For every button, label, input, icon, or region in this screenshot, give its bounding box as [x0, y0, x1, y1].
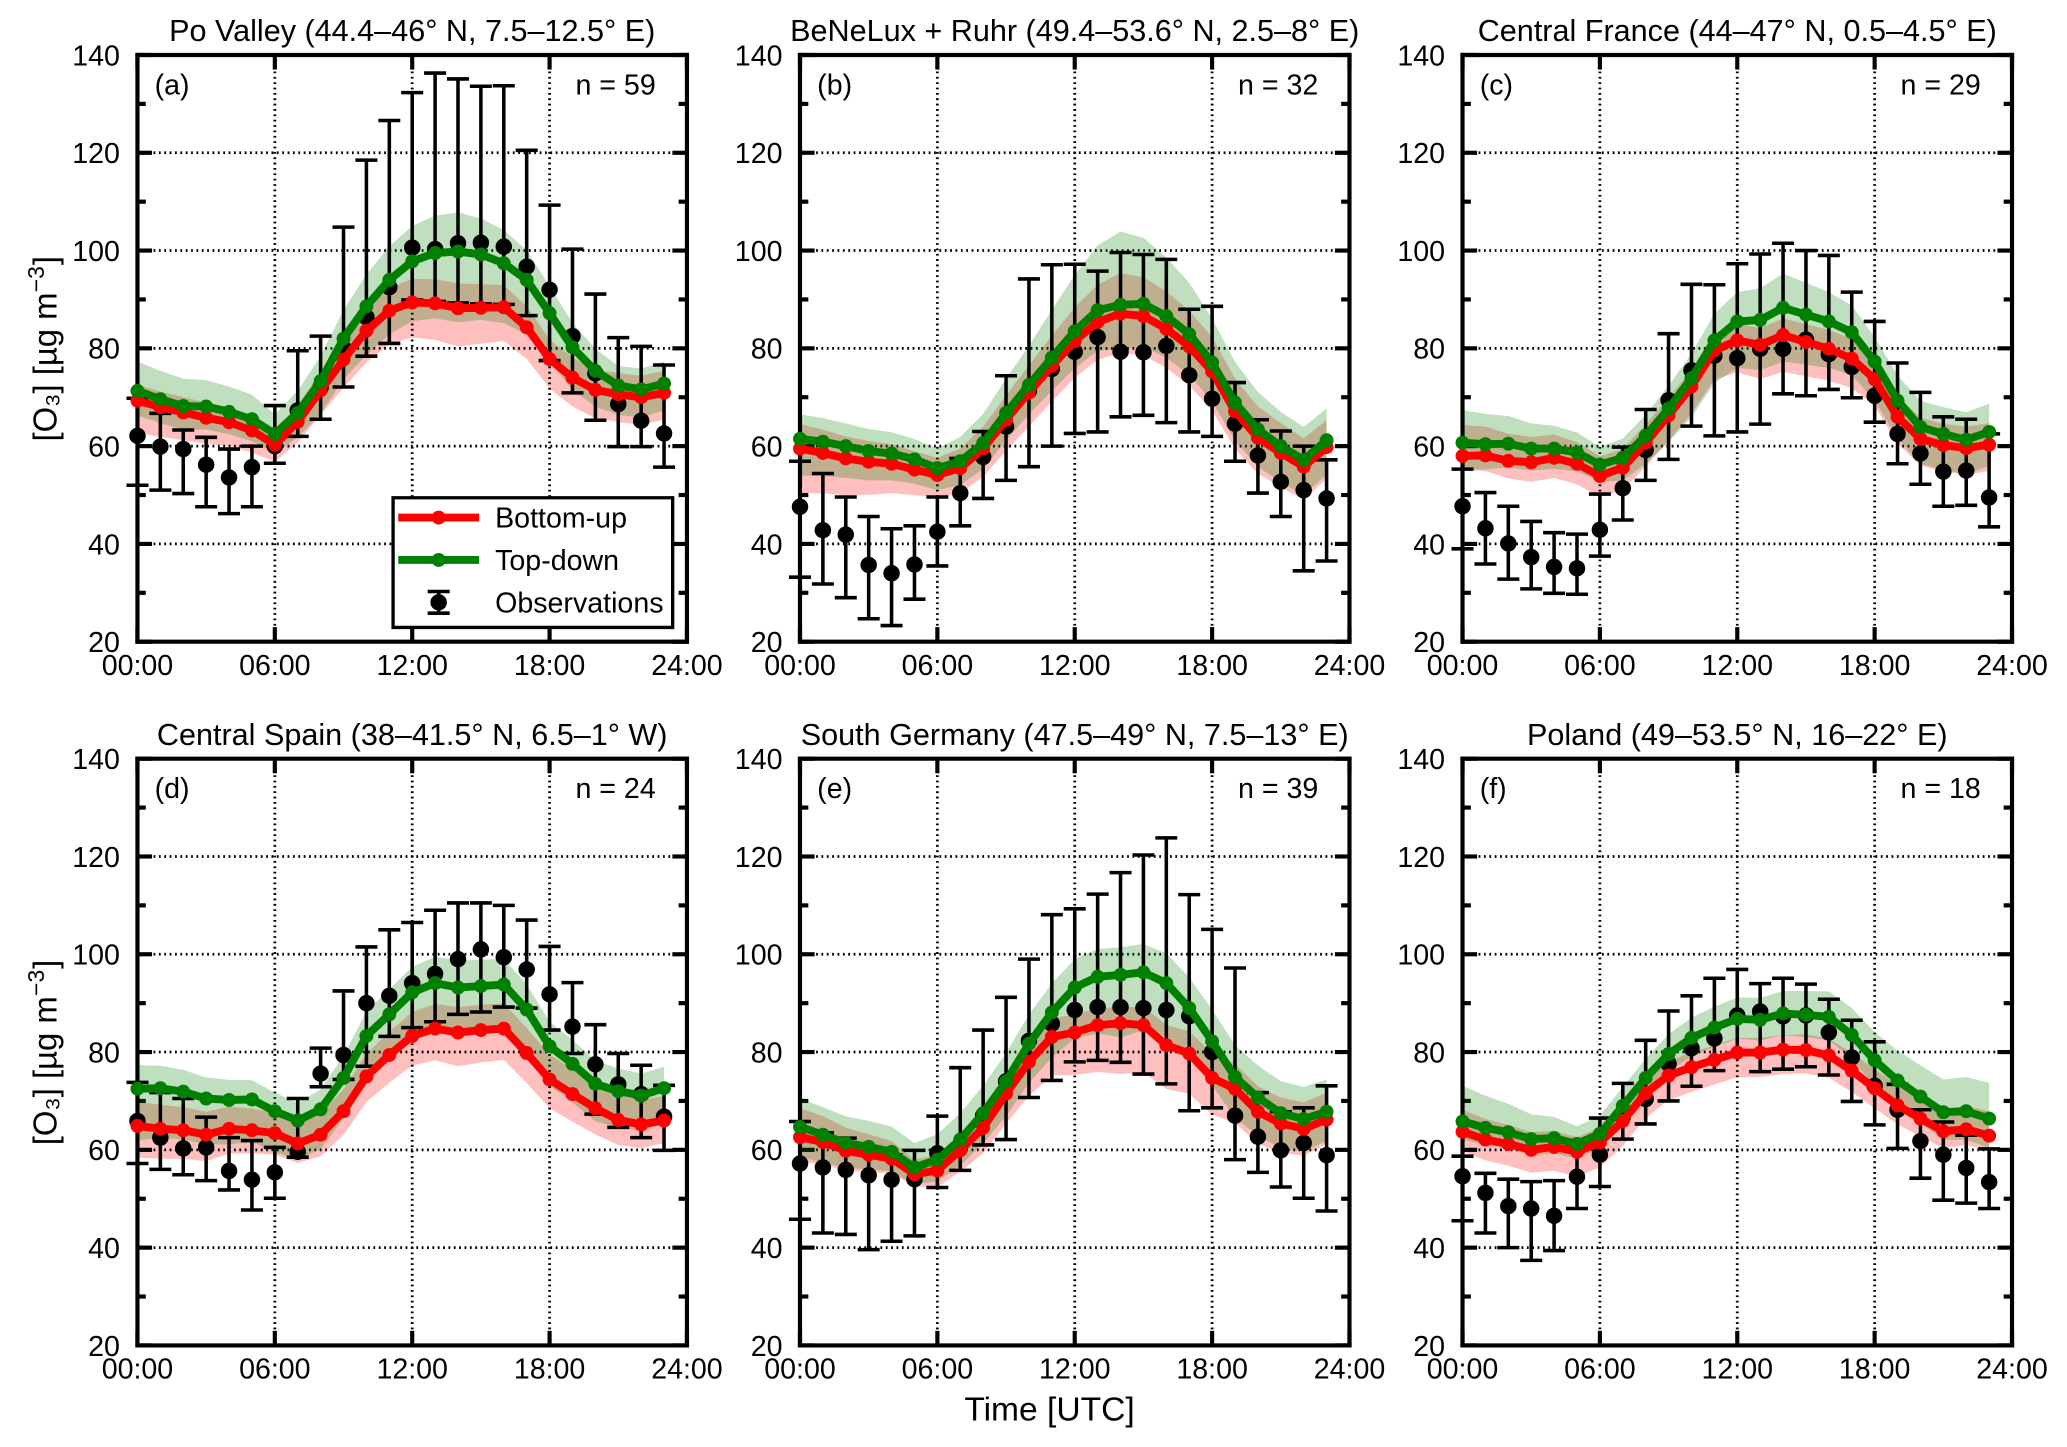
- svg-text:60: 60: [751, 431, 783, 463]
- svg-text:100: 100: [72, 940, 120, 972]
- svg-text:n = 39: n = 39: [1238, 773, 1318, 805]
- svg-text:[ O ₃ ]: [ O ₃ ] [ µ g m ] − 3: [0, 941, 72, 1145]
- svg-text:n = 59: n = 59: [575, 70, 655, 102]
- svg-text:Central France (44–47° N, 0.5–: Central France (44–47° N, 0.5–4.5° E): [1478, 14, 1997, 48]
- svg-text:Top-down: Top-down: [495, 545, 619, 577]
- svg-text:100: 100: [72, 236, 120, 268]
- svg-text:80: 80: [1413, 334, 1445, 366]
- svg-text:Bottom-up: Bottom-up: [495, 503, 627, 535]
- svg-text:140: 140: [735, 40, 783, 72]
- svg-text:120: 120: [735, 842, 783, 874]
- svg-text:140: 140: [72, 744, 120, 776]
- svg-text:140: 140: [1397, 40, 1445, 72]
- svg-text:60: 60: [88, 431, 120, 463]
- svg-text:South Germany (47.5–49° N, 7.5: South Germany (47.5–49° N, 7.5–13° E): [801, 718, 1349, 752]
- svg-text:Observations: Observations: [495, 587, 663, 619]
- svg-text:(d): (d): [155, 773, 190, 805]
- svg-text:Po Valley (44.4–46° N, 7.5–12.: Po Valley (44.4–46° N, 7.5–12.5° E): [169, 14, 655, 48]
- svg-text:12:00: 12:00: [1702, 1354, 1774, 1386]
- svg-text:100: 100: [1397, 940, 1445, 972]
- svg-text:(e): (e): [817, 773, 852, 805]
- svg-text:18:00: 18:00: [1839, 1354, 1911, 1386]
- svg-text:n = 32: n = 32: [1238, 70, 1318, 102]
- svg-text:20: 20: [88, 1331, 120, 1363]
- svg-text:06:00: 06:00: [239, 650, 311, 682]
- svg-text:40: 40: [88, 529, 120, 561]
- svg-text:06:00: 06:00: [902, 1354, 974, 1386]
- svg-text:06:00: 06:00: [1564, 1354, 1636, 1386]
- svg-text:12:00: 12:00: [1702, 650, 1774, 682]
- svg-text:80: 80: [88, 334, 120, 366]
- svg-text:18:00: 18:00: [514, 1354, 586, 1386]
- svg-text:60: 60: [88, 1135, 120, 1167]
- svg-text:40: 40: [751, 529, 783, 561]
- svg-text:n = 24: n = 24: [575, 773, 655, 805]
- svg-text:140: 140: [1397, 744, 1445, 776]
- svg-text:12:00: 12:00: [376, 1354, 448, 1386]
- svg-text:100: 100: [735, 940, 783, 972]
- svg-text:18:00: 18:00: [1176, 650, 1248, 682]
- svg-text:100: 100: [735, 236, 783, 268]
- svg-text:140: 140: [735, 744, 783, 776]
- svg-text:100: 100: [1397, 236, 1445, 268]
- svg-text:(f): (f): [1480, 773, 1507, 805]
- svg-text:(b): (b): [817, 70, 852, 102]
- svg-text:60: 60: [751, 1135, 783, 1167]
- svg-text:12:00: 12:00: [1039, 650, 1111, 682]
- svg-text:18:00: 18:00: [1839, 650, 1911, 682]
- svg-text:06:00: 06:00: [902, 650, 974, 682]
- svg-text:140: 140: [72, 40, 120, 72]
- svg-text:20: 20: [88, 627, 120, 659]
- svg-text:120: 120: [1397, 842, 1445, 874]
- svg-text:120: 120: [72, 842, 120, 874]
- svg-text:24:00: 24:00: [1976, 1354, 2048, 1386]
- svg-text:60: 60: [1413, 431, 1445, 463]
- svg-text:24:00: 24:00: [1976, 650, 2048, 682]
- svg-text:80: 80: [751, 334, 783, 366]
- svg-text:00:00: 00:00: [1427, 1354, 1499, 1386]
- svg-text:n = 18: n = 18: [1901, 773, 1981, 805]
- svg-text:12:00: 12:00: [1039, 1354, 1111, 1386]
- svg-text:18:00: 18:00: [1176, 1354, 1248, 1386]
- svg-text:00:00: 00:00: [102, 650, 174, 682]
- svg-text:00:00: 00:00: [764, 1354, 836, 1386]
- svg-text:18:00: 18:00: [514, 650, 586, 682]
- svg-text:20: 20: [751, 1331, 783, 1363]
- svg-text:(c): (c): [1480, 70, 1513, 102]
- svg-text:06:00: 06:00: [239, 1354, 311, 1386]
- svg-text:Central Spain (38–41.5° N, 6.5: Central Spain (38–41.5° N, 6.5–1° W): [157, 718, 668, 752]
- svg-text:24:00: 24:00: [651, 1354, 723, 1386]
- svg-text:120: 120: [1397, 138, 1445, 170]
- svg-text:80: 80: [1413, 1037, 1445, 1069]
- svg-text:80: 80: [88, 1037, 120, 1069]
- svg-text:20: 20: [1413, 627, 1445, 659]
- svg-text:06:00: 06:00: [1564, 650, 1636, 682]
- svg-text:40: 40: [1413, 1233, 1445, 1265]
- svg-text:20: 20: [751, 627, 783, 659]
- svg-text:120: 120: [735, 138, 783, 170]
- svg-text:00:00: 00:00: [102, 1354, 174, 1386]
- svg-text:n = 29: n = 29: [1901, 70, 1981, 102]
- svg-text:BeNeLux + Ruhr (49.4–53.6° N,: BeNeLux + Ruhr (49.4–53.6° N, 2.5–8° E): [790, 14, 1359, 48]
- svg-text:00:00: 00:00: [1427, 650, 1499, 682]
- svg-text:24:00: 24:00: [651, 650, 723, 682]
- svg-text:Poland (49–53.5° N, 16–22° E): Poland (49–53.5° N, 16–22° E): [1527, 718, 1948, 752]
- svg-text:120: 120: [72, 138, 120, 170]
- svg-text:00:00: 00:00: [764, 650, 836, 682]
- svg-text:12:00: 12:00: [376, 650, 448, 682]
- svg-text:20: 20: [1413, 1331, 1445, 1363]
- svg-text:24:00: 24:00: [1314, 1354, 1386, 1386]
- svg-text:40: 40: [751, 1233, 783, 1265]
- svg-text:[ O ₃ ]: [ O ₃ ] [ µ g m ] − 3: [0, 237, 72, 441]
- svg-text:40: 40: [88, 1233, 120, 1265]
- svg-text:40: 40: [1413, 529, 1445, 561]
- svg-text:(a): (a): [155, 70, 190, 102]
- svg-text:24:00: 24:00: [1314, 650, 1386, 682]
- svg-text:80: 80: [751, 1037, 783, 1069]
- svg-text:Time [UTC]: Time [UTC]: [964, 1392, 1134, 1429]
- svg-text:60: 60: [1413, 1135, 1445, 1167]
